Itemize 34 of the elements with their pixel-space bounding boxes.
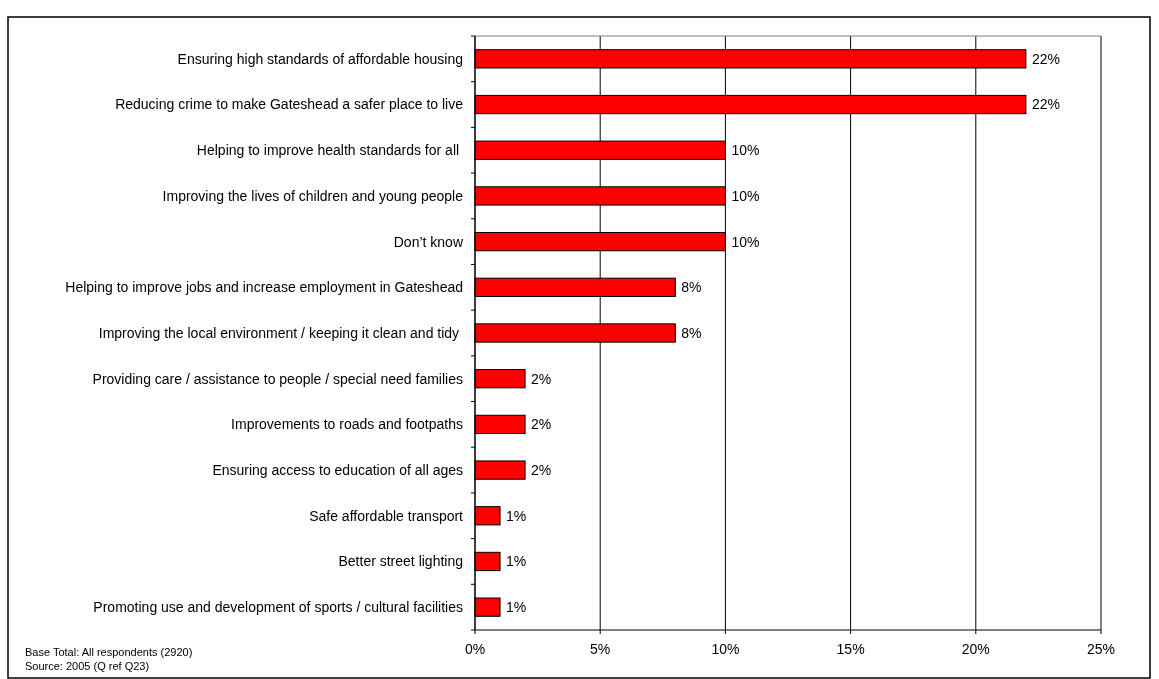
y-tick-label: Promoting use and development of sports / cultural facilities (93, 599, 463, 616)
data-label: 10% (731, 142, 760, 159)
y-tick-label: Helping to improve jobs and increase employment in Gateshead (65, 279, 463, 296)
data-label: 22% (1031, 50, 1060, 67)
data-label: 2% (531, 370, 552, 387)
y-tick-label: Improving the local environment / keeping it clean and tidy (98, 324, 463, 341)
data-label: 1% (506, 507, 527, 524)
x-tick-label: 15% (836, 641, 865, 657)
data-label: 10% (731, 187, 760, 204)
x-tick-label: 0% (464, 641, 486, 657)
source-note: Source: 2005 (Q ref Q23) (25, 660, 150, 672)
data-label: 1% (506, 553, 527, 570)
y-tick-label: Safe affordable transport (309, 507, 464, 524)
data-label: 8% (681, 279, 702, 296)
data-label: 22% (1031, 96, 1060, 113)
y-tick-label: Ensuring high standards of affordable housing (177, 50, 463, 67)
y-tick-label: Improvements to roads and footpaths (231, 416, 463, 433)
y-tick-label: Better street lighting (338, 553, 463, 570)
y-tick-label: Ensuring access to education of all ages (212, 461, 463, 478)
x-tick-label: 5% (590, 641, 611, 657)
data-label: 2% (531, 416, 552, 433)
data-label: 2% (531, 461, 552, 478)
text: Base Total: All respondents (2920) (25, 646, 193, 658)
data-label: 10% (731, 233, 760, 250)
x-tick-label: 25% (1086, 641, 1116, 657)
y-tick-label: Don’t know (393, 233, 464, 250)
data-label: 1% (506, 599, 527, 616)
x-tick-label: 20% (961, 641, 990, 657)
y-tick-label: Helping to improve health standards for all (196, 142, 463, 159)
x-tick-label: 10% (711, 641, 740, 657)
y-tick-label: Improving the lives of children and young people (162, 187, 464, 204)
data-label: 8% (681, 324, 702, 341)
y-tick-label: Providing care / assistance to people / special need families (92, 370, 463, 387)
y-tick-label: Reducing crime to make Gateshead a safer place to live (115, 96, 464, 113)
